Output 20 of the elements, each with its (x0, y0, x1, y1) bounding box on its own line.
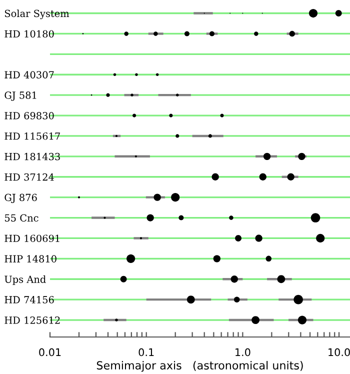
y-tick-label: HIP 14810 (4, 255, 56, 263)
x-axis-title: Semimajor axis (astronomical units) (96, 360, 303, 372)
y-tick-label: HD 115617 (4, 132, 60, 140)
y-tick-label: HD 74156 (4, 296, 54, 304)
x-tick-label: 0.01 (39, 348, 61, 356)
y-tick-label: GJ 581 (4, 92, 36, 101)
y-tick-label: 55 Cnc (4, 214, 38, 222)
y-tick-label: HD 37124 (4, 173, 54, 181)
x-tick-label: 0.1 (138, 348, 154, 356)
y-tick-label: HD 10180 (4, 30, 54, 38)
y-tick-label: GJ 876 (4, 194, 37, 204)
y-tick-label: Ups And (4, 275, 46, 285)
x-tick-label: 10.0 (328, 348, 350, 356)
x-tick-label: 1.0 (236, 348, 250, 356)
y-tick-label: HD 40307 (4, 71, 54, 78)
y-tick-label: HD 181433 (4, 152, 60, 160)
y-tick-label: HD 125612 (4, 316, 60, 324)
y-tick-label: HD 160691 (4, 234, 60, 242)
y-tick-label: HD 69830 (4, 112, 54, 120)
y-tick-label: Solar System (4, 10, 70, 20)
